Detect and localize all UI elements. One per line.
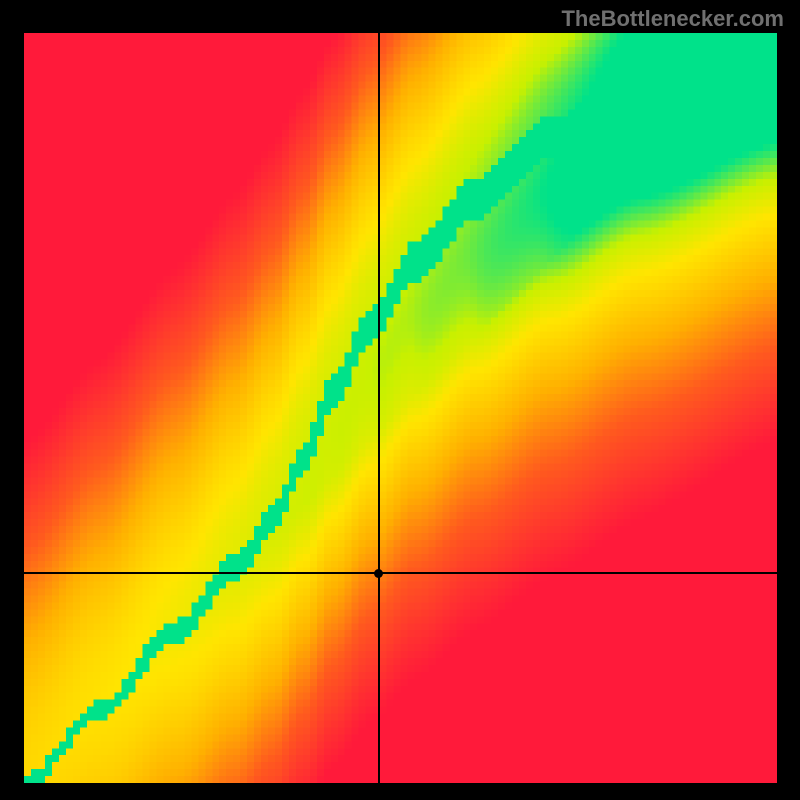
crosshair-vertical (378, 33, 380, 783)
watermark-text: TheBottlenecker.com (561, 6, 784, 32)
heatmap-canvas (24, 33, 777, 783)
crosshair-horizontal (24, 572, 777, 574)
crosshair-marker (374, 569, 383, 578)
